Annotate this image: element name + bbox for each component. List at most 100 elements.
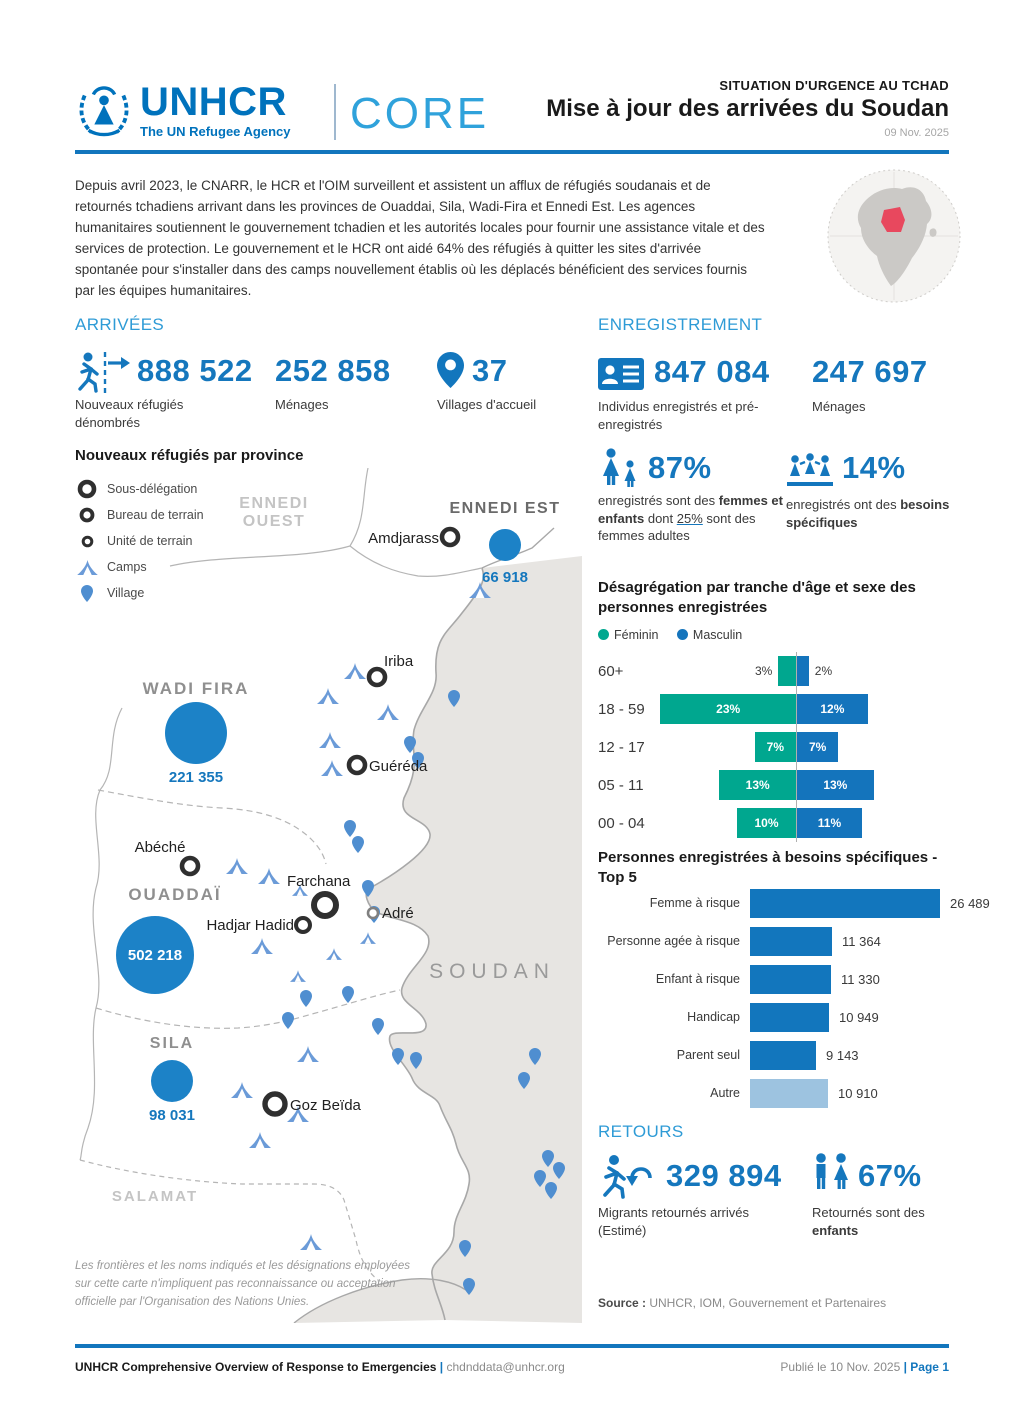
pyramid-bar: 13% — [797, 770, 874, 800]
top5-bar — [750, 1002, 829, 1032]
header-titles: SITUATION D'URGENCE AU TCHAD Mise à jour… — [546, 78, 949, 139]
city-label-guereda: Guéréda — [369, 758, 428, 775]
city-label-amdjarass: Amdjarass — [368, 530, 439, 547]
pyramid-bar-value: 3% — [754, 664, 773, 678]
households-label: Ménages — [275, 397, 329, 412]
report-date: 09 Nov. 2025 — [884, 127, 949, 139]
legend-item-camps: Camps — [75, 554, 204, 580]
pyramid-chart-title: Désagrégation par tranche d'âge et sexe … — [598, 579, 916, 616]
villages-label: Villages d'accueil — [437, 397, 537, 412]
returned-children-value: 67% — [858, 1158, 922, 1193]
top5-bar-value: 10 949 — [839, 1009, 879, 1025]
pyramid-age-label: 00 - 04 — [598, 814, 645, 832]
top5-chart-title: Personnes enregistrées à besoins spécifi… — [598, 849, 938, 886]
legend-item-unite: Unité de terrain — [75, 528, 204, 554]
top5-bar — [750, 1078, 828, 1108]
children-icon — [812, 1152, 852, 1201]
top5-bar-value: 11 330 — [841, 971, 880, 987]
migrants-value: 329 894 — [666, 1158, 782, 1193]
village-pin-icon — [344, 820, 356, 837]
camp-icon — [300, 1234, 322, 1250]
top5-row: Parent seul 9 143 — [598, 1036, 990, 1074]
age-sex-pyramid-chart: 60+ 3% 2% 18 - 59 23% 12% 12 - 17 7% 7% 05 - 11 13… — [598, 652, 947, 842]
footer-left: UNHCR Comprehensive Overview of Response… — [75, 1360, 565, 1374]
pyramid-bar — [778, 656, 796, 686]
city-label-iriba: Iriba — [384, 653, 414, 670]
camp-icon — [251, 938, 273, 954]
specific-needs-people-icon — [786, 452, 834, 495]
camp-icon — [75, 559, 99, 575]
province-label-wadi-fira: WADI FIRA — [143, 679, 250, 698]
city-ring-abeche — [179, 855, 201, 877]
specific-needs-desc: enregistrés ont des besoins spécifiques — [786, 497, 950, 530]
returned-children-desc: Retournés sont des enfants — [812, 1205, 925, 1238]
retours-heading: RETOURS — [598, 1122, 684, 1141]
intro-paragraph: Depuis avril 2023, le CNARR, le HCR et l… — [75, 178, 765, 298]
camp-icon — [344, 663, 366, 679]
households-value: 252 858 — [275, 353, 391, 388]
women-children-desc: enregistrés sont des femmes et enfants d… — [598, 493, 783, 544]
return-runner-icon — [598, 1152, 660, 1205]
camp-icon — [319, 732, 341, 748]
map-disclaimer: Les frontières et les noms indiqués et l… — [75, 1260, 410, 1308]
bubble-value-ennedi-est: 66 918 — [482, 569, 528, 586]
situation-label: SITUATION D'URGENCE AU TCHAD — [719, 78, 949, 93]
feminin-dot-icon — [598, 629, 609, 640]
unhcr-logo-text: UNHCR The UN Refugee Agency — [140, 82, 291, 139]
pyramid-age-label: 60+ — [598, 662, 624, 680]
footer-email: chdnddata@unhcr.org — [446, 1360, 565, 1374]
migrants-label: Migrants retournés arrivés (Estimé) — [598, 1205, 749, 1238]
camp-icon — [297, 1046, 319, 1062]
chad-province-map: ENNEDI OUEST ENNEDI EST WADI FIRA OUADDA… — [62, 467, 582, 1328]
arrivees-heading: ARRIVÉES — [75, 315, 165, 334]
new-refugees-value: 888 522 — [137, 353, 253, 388]
top5-bar-value: 26 489 — [950, 895, 990, 911]
camp-icon — [326, 948, 342, 960]
camp-icon — [321, 760, 343, 776]
individuals-value: 847 084 — [654, 354, 770, 389]
camp-icon — [258, 868, 280, 884]
new-refugees-label: Nouveaux réfugiés dénombrés — [75, 397, 184, 430]
unite-ring-icon — [75, 535, 99, 548]
specific-needs-value: 14% — [842, 450, 906, 485]
unhcr-emblem-icon — [75, 80, 133, 138]
city-label-adre: Adré — [382, 905, 414, 922]
top5-category-label: Autre — [710, 1086, 740, 1100]
pyramid-axis — [796, 728, 797, 766]
city-ring-hadjar-hadid — [294, 916, 312, 934]
village-pin-icon — [282, 1012, 294, 1029]
legend-item-bureau: Bureau de terrain — [75, 502, 204, 528]
city-ring-goz-beida — [262, 1091, 288, 1117]
chad-highlight — [881, 207, 905, 232]
masculin-dot-icon — [676, 629, 688, 640]
pyramid-row: 05 - 11 13% 13% — [598, 766, 947, 804]
footer-rule — [75, 1344, 949, 1348]
city-label-abeche: Abéché — [135, 839, 186, 856]
legend-label: Unité de terrain — [107, 534, 193, 548]
sous-delegation-ring-icon — [75, 479, 99, 499]
source-label: Source : — [598, 1296, 647, 1310]
unhcr-wordmark: UNHCR — [140, 80, 287, 124]
woman-child-icon — [598, 448, 640, 495]
top5-bar — [750, 1040, 816, 1070]
villages-value: 37 — [472, 353, 508, 388]
footer-title: UNHCR Comprehensive Overview of Response… — [75, 1360, 437, 1374]
village-pin-icon — [352, 836, 364, 853]
bubble-value-sila: 98 031 — [149, 1107, 195, 1124]
city-ring-guereda — [346, 754, 368, 776]
pyramid-axis — [796, 804, 797, 842]
sudan-area — [366, 556, 582, 1323]
enregistrement-heading: ENREGISTREMENT — [598, 315, 763, 334]
village-pin-icon — [75, 584, 99, 602]
camp-icon — [377, 704, 399, 720]
footer-published: Publié le 10 Nov. 2025 — [780, 1360, 904, 1374]
top5-row: Personne agée à risque 11 364 — [598, 922, 990, 960]
country-label-soudan: SOUDAN — [429, 960, 555, 983]
unhcr-tagline: The UN Refugee Agency — [140, 124, 291, 139]
africa-locator-map — [826, 168, 962, 309]
top5-category-label: Handicap — [687, 1010, 740, 1024]
legend-item-sous-delegation: Sous-délégation — [75, 476, 204, 502]
pyramid-bar: 7% — [754, 732, 796, 762]
top5-bar-value: 9 143 — [826, 1047, 859, 1063]
